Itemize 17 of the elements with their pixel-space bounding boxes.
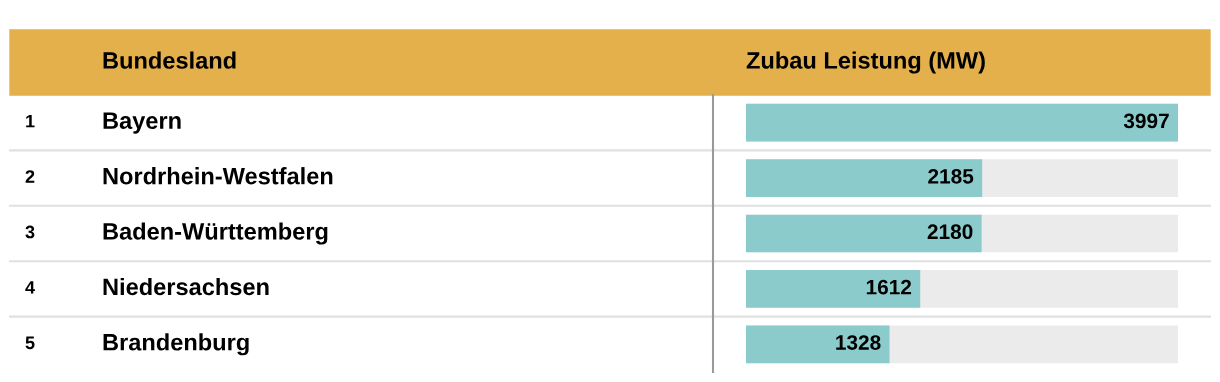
y-tick-label: Baden-Württemberg [103, 222, 328, 245]
text: 2 [25, 170, 35, 183]
y-tick-label: Nordrhein-Westfalen [103, 167, 333, 185]
data-label: 2185 [928, 168, 974, 184]
y-tick-label: Niedersachsen [103, 277, 269, 296]
y-tick-label: Bayern [103, 112, 181, 134]
text: 3 [25, 225, 35, 239]
data-label: 2180 [927, 224, 973, 240]
text: 1 [26, 114, 35, 128]
data-label: 1328 [836, 335, 881, 350]
data-label: 1612 [866, 279, 912, 295]
x-axis-title: Zubau Leistung (MW) [746, 51, 985, 74]
y-axis-title: Bundesland [103, 51, 236, 69]
data-label: 3997 [1123, 113, 1169, 129]
text: 5 [25, 336, 35, 350]
text: 4 [25, 281, 35, 294]
y-tick-label: Brandenburg [103, 333, 249, 356]
